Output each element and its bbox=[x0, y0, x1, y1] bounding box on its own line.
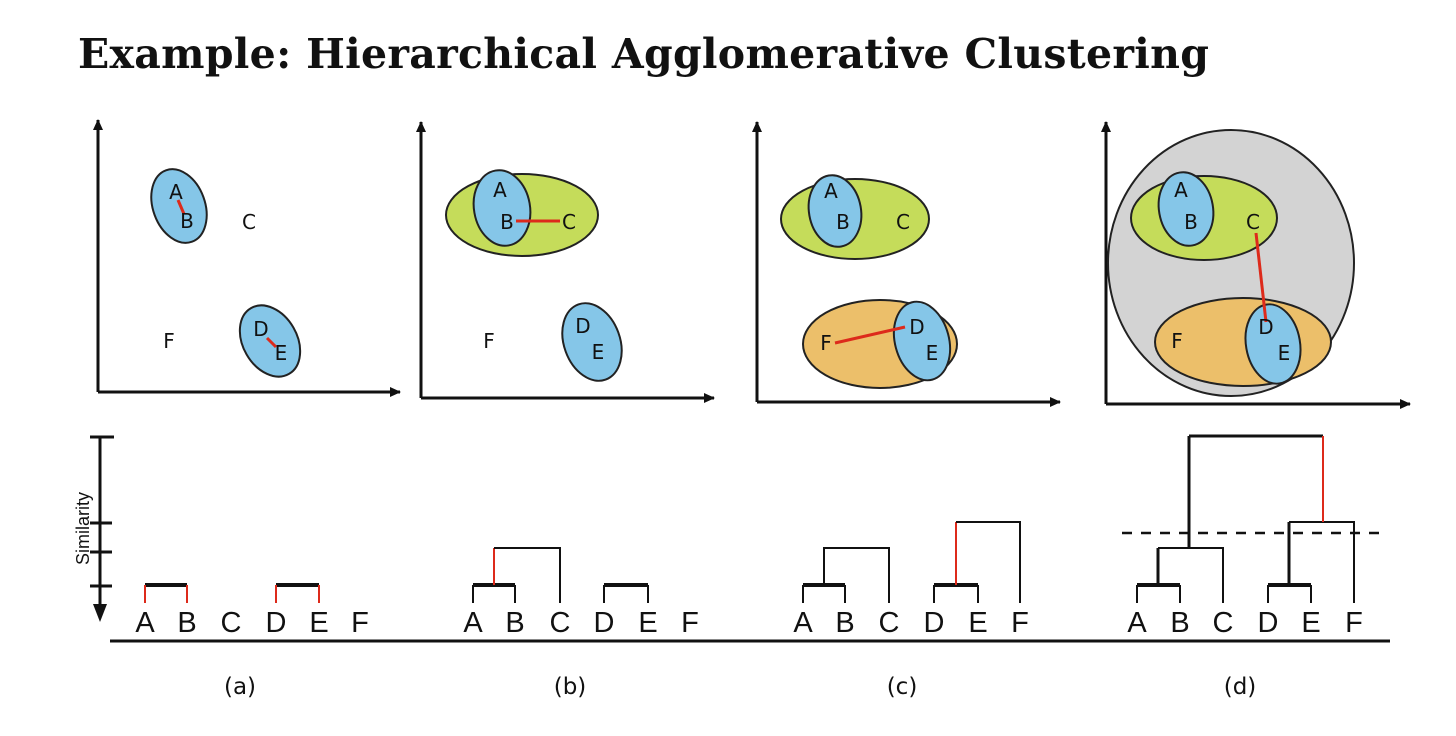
dendrogram-d: A B C D E F bbox=[1122, 434, 1380, 639]
leaf-label: D bbox=[594, 607, 615, 639]
point-label: C bbox=[1246, 210, 1260, 234]
leaf-label: C bbox=[1213, 607, 1234, 639]
point-label: A bbox=[493, 178, 507, 202]
point-label: F bbox=[483, 329, 495, 353]
merge-link bbox=[1254, 232, 1268, 323]
leaf-label: D bbox=[1258, 607, 1279, 639]
leaf-label: C bbox=[879, 607, 900, 639]
page-title: Example: Hierarchical Agglomerative Clus… bbox=[78, 30, 1210, 78]
axis-arrow-down bbox=[93, 604, 107, 622]
panel-caption-b: (b) bbox=[554, 674, 587, 700]
leaf-label: D bbox=[266, 607, 287, 639]
point-label: A bbox=[1174, 178, 1188, 202]
leaf-label: B bbox=[835, 607, 854, 639]
cluster-de-ellipse bbox=[561, 302, 623, 382]
leaf-label: A bbox=[463, 607, 483, 639]
point-label: E bbox=[275, 341, 288, 365]
cluster-ab-ellipse bbox=[1157, 171, 1215, 247]
point-label: D bbox=[575, 314, 590, 338]
merge-link bbox=[265, 336, 278, 349]
link-abc bbox=[1158, 547, 1224, 603]
similarity-axis: Similarity bbox=[73, 435, 114, 622]
cluster-de-ellipse bbox=[1244, 303, 1302, 385]
leaf-label: A bbox=[1127, 607, 1147, 639]
point-label: D bbox=[253, 317, 268, 341]
point-label: F bbox=[1171, 329, 1183, 353]
point-label: F bbox=[163, 329, 175, 353]
leaf-label: D bbox=[924, 607, 945, 639]
point-label: C bbox=[896, 210, 910, 234]
leaf-label: A bbox=[135, 607, 155, 639]
point-label: E bbox=[592, 340, 605, 364]
leaf-label: E bbox=[309, 607, 328, 639]
leaf-label: E bbox=[1301, 607, 1320, 639]
scatter-panel-d: A B C D E F bbox=[1101, 121, 1411, 409]
point-label: B bbox=[180, 209, 194, 233]
scatter-panel-a: A B C D E F bbox=[93, 119, 401, 397]
leaf-label: F bbox=[1345, 607, 1363, 639]
panel-caption-d: (d) bbox=[1224, 674, 1257, 700]
point-label: B bbox=[500, 210, 514, 234]
similarity-axis-label: Similarity bbox=[73, 492, 93, 565]
panel-caption-a: (a) bbox=[224, 674, 256, 700]
leaf-label: E bbox=[638, 607, 657, 639]
merge-link bbox=[176, 199, 186, 215]
point-label: F bbox=[820, 331, 832, 355]
leaf-label: B bbox=[177, 607, 196, 639]
leaf-label: C bbox=[221, 607, 242, 639]
dendrogram-a: A B C D E F bbox=[135, 583, 369, 639]
link-def bbox=[1289, 521, 1355, 603]
dendrogram-c: A B C D E F bbox=[793, 521, 1029, 639]
leaf-label: B bbox=[505, 607, 524, 639]
point-label: C bbox=[242, 210, 256, 234]
point-label: B bbox=[1184, 210, 1198, 234]
merge-link bbox=[834, 325, 906, 345]
point-label: D bbox=[909, 315, 924, 339]
cluster-ab-ellipse bbox=[472, 169, 532, 247]
point-label: D bbox=[1258, 315, 1273, 339]
leaf-label: F bbox=[351, 607, 369, 639]
link-abc bbox=[823, 547, 890, 603]
panel-caption-c: (c) bbox=[887, 674, 918, 700]
cluster-ab-ellipse bbox=[807, 174, 863, 248]
point-label: C bbox=[562, 210, 576, 234]
leaf-label: C bbox=[550, 607, 571, 639]
link-abc bbox=[494, 547, 561, 603]
leaf-label: B bbox=[1170, 607, 1189, 639]
leaf-label: A bbox=[793, 607, 813, 639]
leaf-label: E bbox=[968, 607, 987, 639]
dendrogram-b: A B C D E F bbox=[463, 547, 699, 639]
point-label: E bbox=[926, 341, 939, 365]
scatter-panel-b: A B C D E F bbox=[416, 121, 715, 403]
cluster-de-ellipse bbox=[892, 300, 952, 382]
point-label: E bbox=[1278, 341, 1291, 365]
scatter-panel-c: A B C D E F bbox=[752, 121, 1061, 407]
leaf-label: F bbox=[681, 607, 699, 639]
point-label: B bbox=[836, 210, 850, 234]
link-def bbox=[956, 521, 1021, 603]
point-label: A bbox=[169, 180, 183, 204]
leaf-label: F bbox=[1011, 607, 1029, 639]
point-label: A bbox=[824, 179, 838, 203]
